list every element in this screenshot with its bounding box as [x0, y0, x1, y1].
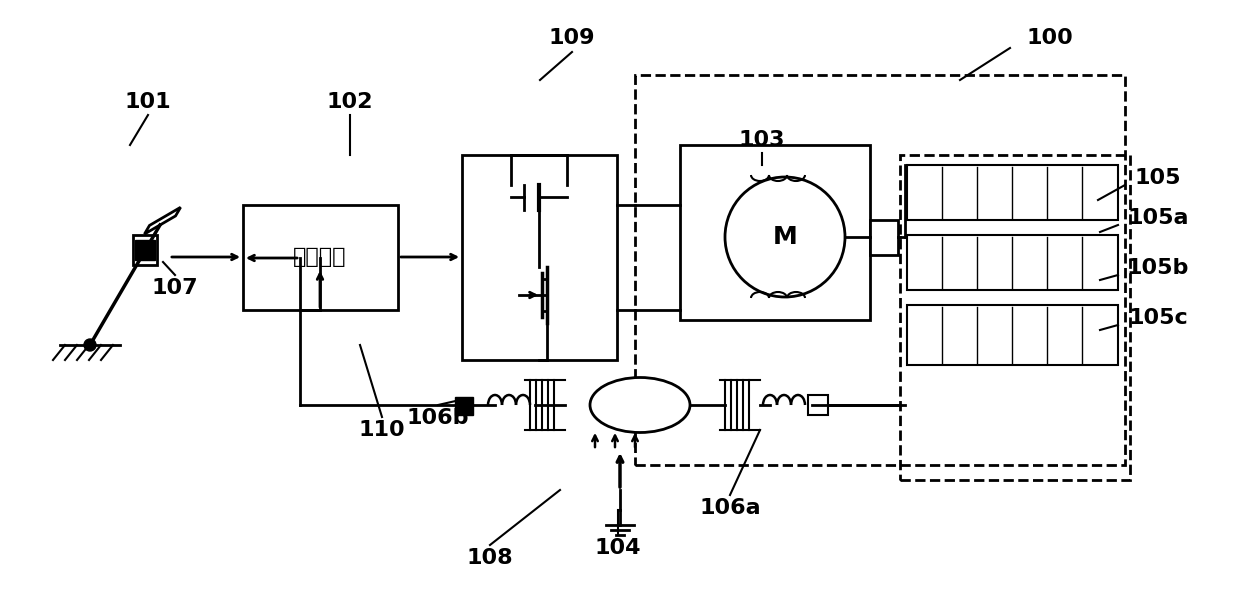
Text: 电控单元: 电控单元 [293, 247, 347, 267]
Text: 105a: 105a [1127, 208, 1189, 228]
Bar [900, 155, 1130, 480]
Bar [680, 145, 870, 320]
Text: 102: 102 [327, 92, 373, 112]
Bar [906, 305, 1118, 365]
Bar [906, 165, 1118, 220]
Text: 105: 105 [1135, 168, 1182, 188]
Text: 107: 107 [151, 278, 198, 298]
Text: 103: 103 [739, 130, 785, 150]
Text: 100: 100 [1027, 28, 1074, 48]
Bar [455, 397, 472, 415]
Circle shape [84, 339, 95, 351]
Bar [808, 395, 828, 415]
Text: M: M [773, 225, 797, 249]
Circle shape [725, 177, 844, 297]
Text: 104: 104 [595, 538, 641, 558]
Bar [135, 240, 155, 260]
Bar [906, 235, 1118, 290]
Text: 105c: 105c [1128, 308, 1188, 328]
Bar [243, 205, 398, 310]
Text: 106a: 106a [699, 498, 761, 518]
Text: 106b: 106b [407, 408, 469, 428]
Ellipse shape [590, 378, 689, 433]
Bar [463, 155, 618, 360]
Bar [635, 75, 1125, 465]
Bar [133, 235, 157, 265]
Text: 110: 110 [358, 420, 405, 440]
Text: 109: 109 [549, 28, 595, 48]
Text: 108: 108 [466, 548, 513, 568]
Polygon shape [144, 207, 181, 234]
Bar [870, 220, 898, 255]
Text: 105b: 105b [1127, 258, 1189, 278]
Text: 101: 101 [125, 92, 171, 112]
